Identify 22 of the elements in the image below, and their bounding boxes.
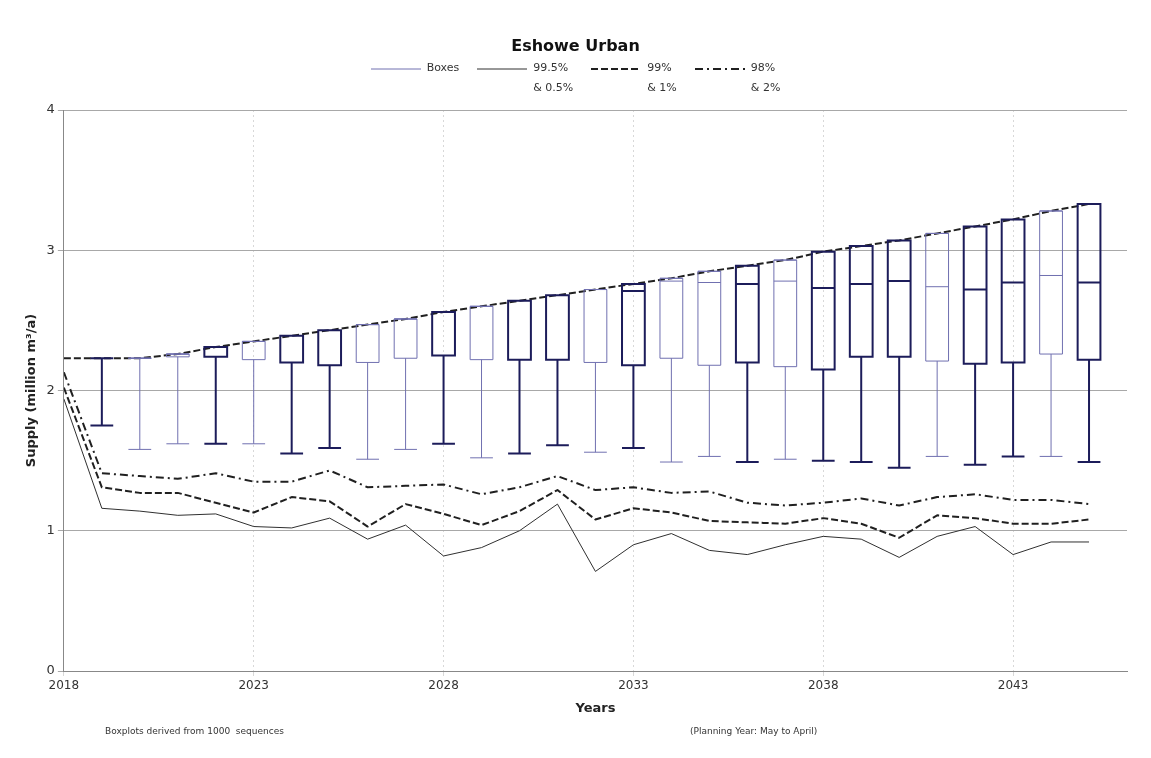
text: Boxplots derived from 1000 sequences — [105, 726, 284, 736]
text: (Planning Year: May to April) — [690, 726, 818, 736]
line-series — [63, 371, 1091, 507]
y-tick-label: 0 — [46, 662, 55, 678]
y-tick-label: 4 — [46, 101, 55, 117]
y-tick-label: 3 — [46, 241, 55, 257]
x-tick-label: 2043 — [997, 678, 1029, 693]
x-tick-label: 2033 — [618, 678, 649, 693]
x-tick-label: 2028 — [428, 678, 459, 693]
legend-label: 99% & 1% — [647, 60, 677, 96]
x-tick-label: 2023 — [238, 678, 269, 693]
y-axis-title: Supply (million m³/a) — [23, 313, 39, 468]
x-tick-label: 2038 — [807, 678, 839, 693]
legend-label: 98% & 2% — [750, 60, 781, 96]
x-tick-label: 2018 — [48, 678, 80, 693]
legend-label: 99.5% & 0.5% — [533, 60, 574, 96]
line-series — [63, 386, 1091, 539]
y-tick-label: 1 — [46, 522, 55, 538]
legend-label: Boxes — [426, 60, 460, 76]
y-tick-label: 2 — [46, 381, 55, 397]
x-axis-title: Years — [574, 699, 616, 715]
chart-title: Eshowe Urban — [510, 36, 641, 55]
